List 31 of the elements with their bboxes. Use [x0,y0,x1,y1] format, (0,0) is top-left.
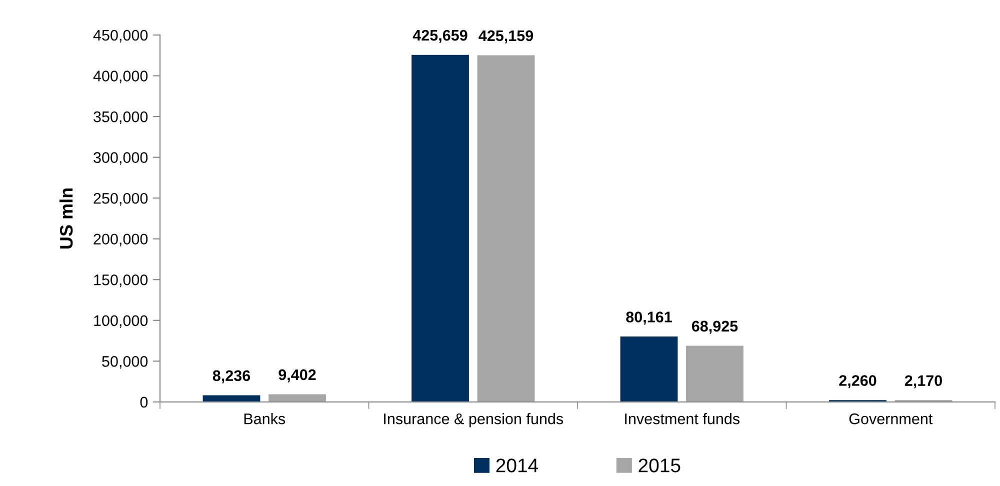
x-tick-label: Government [849,413,933,424]
x-tick-label: Investment funds [625,413,740,424]
data-label: 9,402 [278,369,316,382]
bar [202,395,260,402]
y-tick-label: 100,000 [94,315,148,328]
legend-label: 2015 [638,458,680,472]
data-label: 8,236 [212,370,250,384]
y-tick-label: 200,000 [94,234,148,246]
y-axis-title: US mln [59,188,73,248]
y-tick-label: 150,000 [94,274,148,288]
data-label: 80,161 [626,312,672,325]
y-tick-label: 300,000 [94,152,148,165]
legend-label: 2014 [496,458,538,472]
y-tick-label: 400,000 [93,70,148,84]
y-tick-label: 50,000 [102,356,148,369]
bar [686,346,744,402]
y-tick-label: 250,000 [94,192,148,206]
bar [268,394,326,402]
x-tick-label: Insurance & pension funds [384,413,564,428]
data-label: 2,260 [839,375,876,388]
y-tick-label: 450,000 [93,30,148,42]
y-tick-label: 0 [140,396,148,408]
data-label: 2,170 [904,375,942,388]
data-label: 425,159 [478,30,534,44]
y-tick-label: 350,000 [94,111,148,124]
x-tick-label: Banks [244,413,286,424]
bar [477,55,535,402]
data-label: 425,659 [412,30,468,43]
data-label: 68,925 [692,320,738,334]
bar [620,336,678,402]
bar [412,54,469,402]
